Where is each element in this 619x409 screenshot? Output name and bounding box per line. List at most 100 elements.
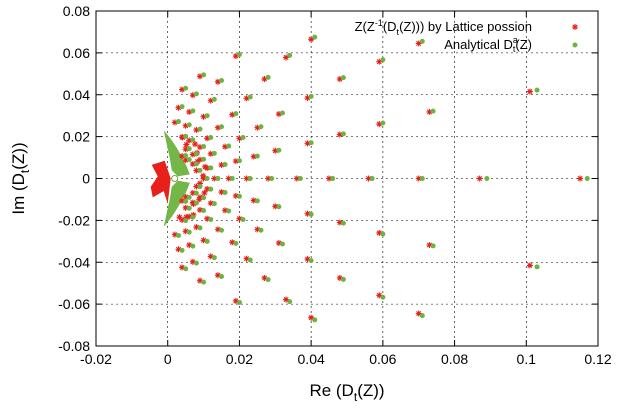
- point-lattice: [218, 189, 225, 196]
- point-analytical: [190, 214, 196, 220]
- point-lattice: [193, 224, 200, 231]
- point-lattice: [232, 158, 239, 165]
- point-lattice: [304, 94, 311, 101]
- point-analytical: [190, 243, 196, 249]
- x-axis-label-part: Re (D: [309, 381, 353, 400]
- cluster-star: [176, 214, 183, 221]
- point-analytical: [419, 38, 425, 44]
- point-lattice: [189, 151, 196, 158]
- legend-circle: [572, 42, 578, 48]
- point-analytical: [340, 276, 346, 282]
- point-analytical: [308, 93, 314, 99]
- point-lattice: [225, 175, 232, 182]
- point-lattice: [196, 73, 203, 80]
- x-tick-label: -0.02: [80, 351, 112, 367]
- point-analytical: [193, 161, 199, 167]
- point-lattice: [426, 108, 433, 115]
- x-tick-label: 0: [164, 351, 172, 367]
- point-lattice: [186, 108, 193, 115]
- point-lattice: [376, 292, 383, 299]
- point-lattice: [179, 153, 186, 160]
- point-analytical: [175, 232, 181, 238]
- point-lattice: [182, 193, 189, 200]
- point-lattice: [211, 175, 218, 182]
- point-lattice: [304, 140, 311, 147]
- point-analytical: [240, 134, 246, 140]
- point-lattice: [207, 200, 214, 207]
- point-lattice: [261, 274, 268, 281]
- point-analytical: [233, 240, 239, 246]
- point-analytical: [226, 208, 232, 214]
- point-lattice: [265, 175, 272, 182]
- point-analytical: [186, 205, 192, 211]
- point-lattice: [214, 226, 221, 233]
- point-analytical: [186, 229, 192, 235]
- point-analytical: [297, 176, 303, 181]
- point-analytical: [197, 184, 203, 190]
- point-lattice: [308, 314, 315, 321]
- green-dense-cluster-lower: [163, 180, 190, 227]
- y-axis-label-part: (Z)): [9, 142, 28, 169]
- point-analytical: [236, 158, 242, 164]
- point-lattice: [254, 226, 261, 233]
- point-lattice: [193, 183, 200, 190]
- point-lattice: [214, 78, 221, 85]
- point-lattice: [182, 122, 189, 129]
- point-lattice: [250, 153, 257, 160]
- point-analytical: [222, 190, 228, 196]
- point-analytical: [247, 176, 253, 181]
- point-analytical: [380, 294, 386, 300]
- point-lattice: [272, 147, 279, 154]
- point-analytical: [312, 317, 318, 323]
- point-analytical: [201, 156, 207, 162]
- point-lattice: [193, 126, 200, 133]
- point-analytical: [534, 87, 540, 93]
- point-lattice: [232, 192, 239, 199]
- point-lattice: [336, 274, 343, 281]
- point-analytical: [247, 257, 253, 263]
- y-axis-label-sub: t: [18, 169, 32, 173]
- point-analytical: [233, 111, 239, 117]
- point-lattice: [186, 213, 193, 220]
- point-lattice: [200, 237, 207, 244]
- point-lattice: [204, 215, 211, 222]
- point-analytical: [183, 133, 189, 139]
- point-analytical: [197, 126, 203, 132]
- legend-lattice-text-part: (Z))) by Lattice possion: [399, 19, 532, 34]
- y-tick-label: 0.02: [63, 129, 90, 145]
- point-analytical: [229, 176, 235, 181]
- legend-marker-circle: [572, 42, 578, 48]
- point-lattice: [207, 253, 214, 260]
- point-lattice: [175, 246, 182, 253]
- center-ring: [171, 175, 179, 182]
- point-analytical: [340, 131, 346, 137]
- point-analytical: [208, 186, 214, 192]
- point-lattice: [193, 167, 200, 174]
- x-axis-label-sub: t: [354, 390, 358, 404]
- point-analytical: [219, 227, 224, 233]
- point-lattice: [308, 36, 315, 43]
- point-analytical: [330, 176, 336, 181]
- point-lattice: [196, 277, 203, 284]
- point-analytical: [186, 157, 192, 163]
- point-analytical: [419, 313, 425, 319]
- y-tick-label: -0.04: [58, 254, 90, 270]
- point-lattice: [293, 175, 300, 182]
- legend-analytical-text-part: Analytical D: [444, 37, 513, 52]
- legend-marker-star: [572, 24, 578, 30]
- point-lattice: [376, 229, 383, 236]
- x-tick-label: 0.02: [226, 351, 253, 367]
- point-analytical: [308, 211, 314, 217]
- point-lattice: [218, 161, 225, 168]
- point-lattice: [189, 161, 196, 168]
- point-lattice: [214, 124, 221, 131]
- point-analytical: [279, 241, 285, 247]
- point-analytical: [308, 258, 314, 264]
- legend-lattice-text-part: (D: [383, 19, 397, 34]
- point-lattice: [229, 239, 236, 246]
- point-lattice: [196, 194, 203, 201]
- point-analytical: [190, 137, 196, 143]
- point-lattice: [179, 216, 186, 223]
- point-lattice: [526, 262, 533, 269]
- legend-star: [572, 24, 578, 30]
